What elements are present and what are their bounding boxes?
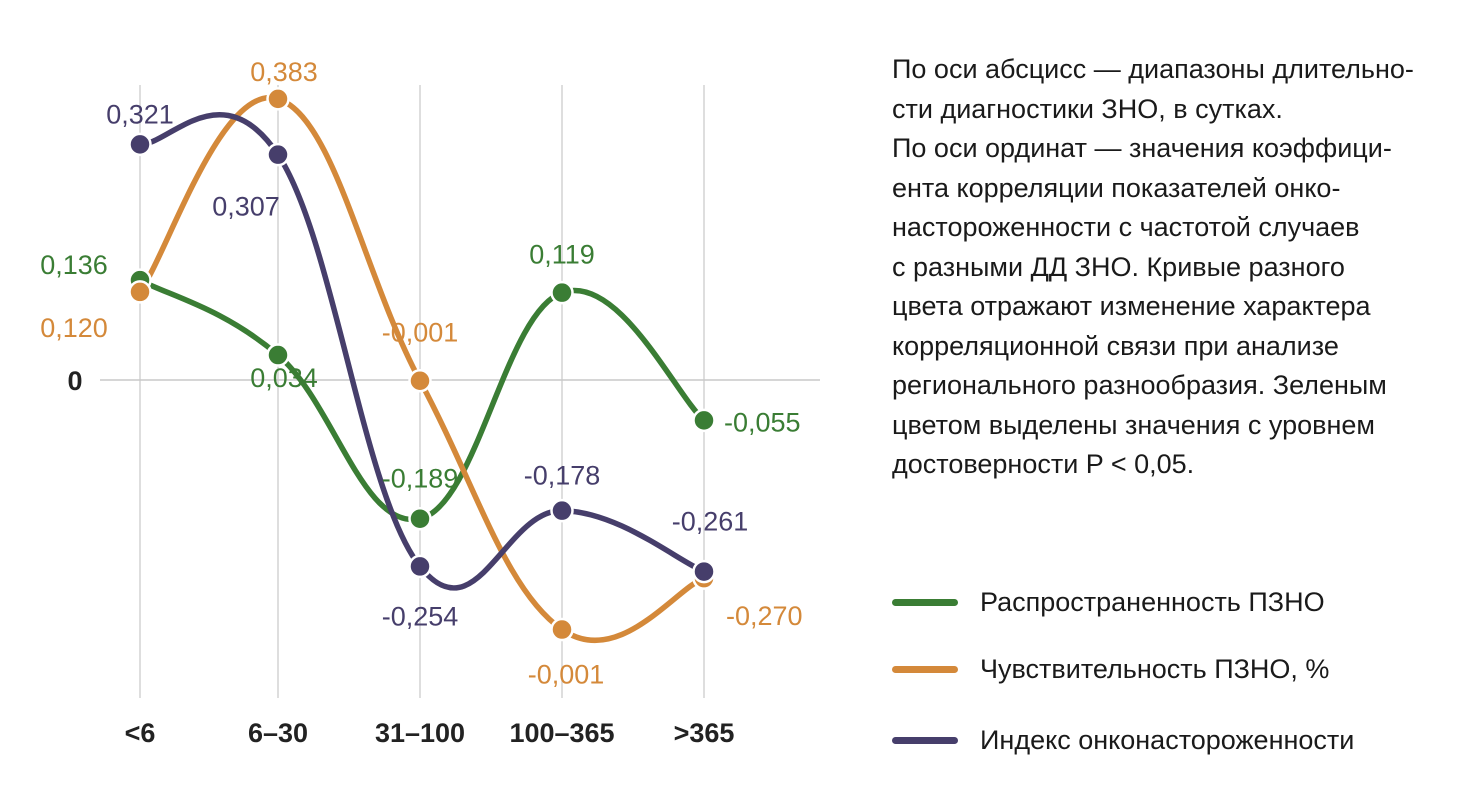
data-label: 0,119 — [529, 240, 595, 270]
caption-line: По оси ординат — значения коэффици- — [892, 133, 1392, 163]
x-axis-ticks: <6 6–30 31–100 100–365 >365 — [125, 718, 735, 748]
x-tick-label: 6–30 — [248, 718, 308, 748]
data-label: 0,383 — [250, 57, 318, 87]
data-point-s1-1 — [266, 87, 290, 111]
data-label: -0,001 — [382, 318, 459, 348]
x-tick-label: >365 — [674, 718, 735, 748]
chart: 0 0,136 0,034 -0,189 0,119 -0,055 0,120 0,383 -… — [40, 57, 820, 748]
caption-line: цветом выделены значения с уровнем — [892, 409, 1375, 440]
caption-line: сти диагностики ЗНО, в сутках. — [892, 93, 1283, 124]
caption-line: По оси абсцисс — диапазоны длительно- — [892, 54, 1414, 84]
data-point-s2-3 — [550, 498, 574, 523]
legend-item-sensitivity: Чувствительность ПЗНО, % — [892, 649, 1329, 689]
y-zero-label: 0 — [67, 366, 82, 396]
data-label: 0,034 — [250, 363, 318, 393]
legend-item-prevalence: Распространенность ПЗНО — [892, 582, 1325, 622]
legend-swatch-purple — [892, 736, 958, 744]
caption-line: ента корреляции показателей онко- — [892, 172, 1341, 203]
data-label: -0,001 — [528, 660, 605, 690]
legend-swatch-green — [892, 598, 958, 606]
data-point-s1-0 — [128, 280, 152, 304]
chart-caption: По оси абсцисс — диапазоны длительно- ст… — [892, 50, 1452, 485]
caption-line: цвета отражают изменение характера — [892, 291, 1371, 321]
legend-label: Индекс онконастороженности — [980, 724, 1355, 755]
series-line-2 — [137, 112, 707, 591]
data-point-s0-1 — [266, 343, 290, 367]
data-label: -0,261 — [672, 507, 749, 537]
data-points — [128, 87, 716, 642]
caption-line: достоверности P < 0,05. — [892, 449, 1195, 479]
data-label: 0,136 — [40, 250, 108, 280]
legend-label: Чувствительность ПЗНО, % — [980, 653, 1330, 684]
caption-line: с разными ДД ЗНО. Кривые разного — [892, 251, 1345, 282]
data-point-s2-2 — [408, 554, 432, 579]
data-point-s2-1 — [266, 142, 290, 167]
data-label: 0,307 — [212, 192, 280, 222]
data-label: 0,321 — [106, 99, 174, 129]
data-label: -0,270 — [726, 601, 803, 631]
data-point-s1-3 — [550, 617, 574, 642]
caption-line: регионального разнообразия. Зеленым — [892, 370, 1387, 400]
data-point-s0-2 — [408, 506, 432, 531]
data-label: -0,055 — [724, 407, 801, 437]
data-point-s1-2 — [408, 368, 432, 393]
data-label: -0,254 — [382, 601, 459, 631]
legend-label: Распространенность ПЗНО — [980, 586, 1325, 617]
legend-item-index: Индекс онконастороженности — [892, 720, 1354, 760]
caption-line: настороженности с частотой случаев — [892, 212, 1360, 242]
x-tick-label: 31–100 — [375, 718, 465, 748]
data-point-s2-0 — [128, 132, 152, 157]
caption-line: корреляционной связи при анализе — [892, 330, 1339, 361]
x-tick-label: <6 — [125, 718, 156, 748]
data-point-s0-4 — [692, 408, 716, 433]
data-labels: 0,136 0,034 -0,189 0,119 -0,055 0,120 0,383 -0,… — [40, 57, 802, 690]
data-label: -0,178 — [524, 461, 601, 491]
legend-swatch-orange — [892, 665, 958, 673]
data-label: -0,189 — [382, 464, 459, 494]
data-point-s0-3 — [550, 280, 574, 305]
grid-lines — [100, 85, 820, 698]
data-point-s2-4 — [692, 559, 716, 584]
x-tick-label: 100–365 — [509, 718, 614, 748]
data-label: 0,120 — [40, 313, 108, 343]
chart-svg: 0 0,136 0,034 -0,189 0,119 -0,055 0,120 0,383 -… — [40, 57, 820, 748]
